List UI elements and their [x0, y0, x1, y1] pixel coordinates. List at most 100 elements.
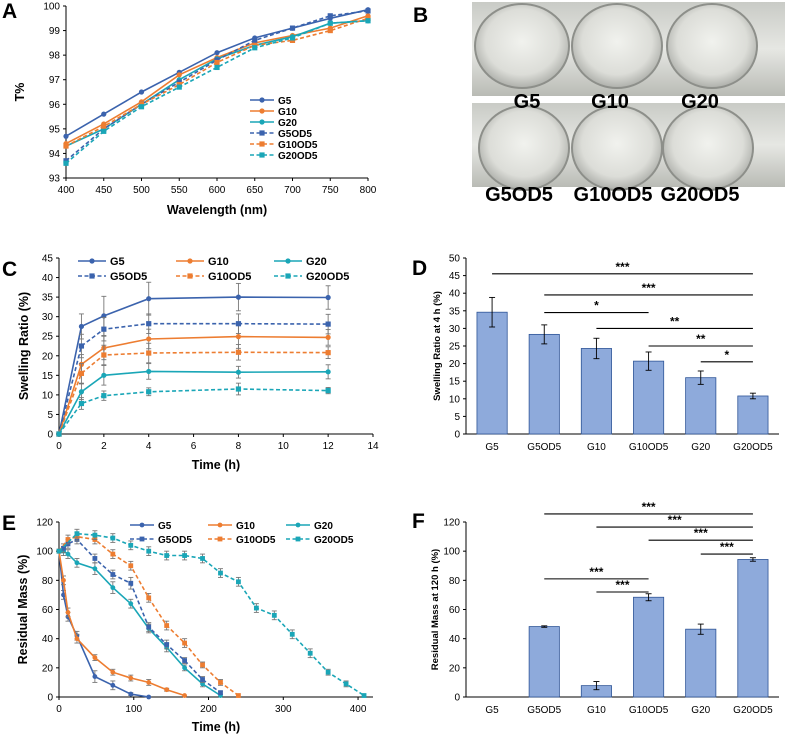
legend-marker-g10 [217, 522, 223, 528]
data-point [236, 579, 241, 585]
y-tick-label: 35 [42, 293, 54, 304]
y-axis-title: T% [13, 83, 27, 102]
series-line-g20 [59, 550, 221, 697]
significance-label: *** [694, 526, 708, 540]
data-point [128, 563, 134, 569]
x-tick-label: 750 [322, 185, 339, 196]
legend-marker-g20od5 [285, 273, 291, 279]
x-tick-label: 200 [200, 704, 217, 715]
data-point [176, 84, 182, 90]
legend-marker-g20od5 [259, 152, 265, 158]
x-tick-label: 12 [323, 441, 335, 452]
data-point [56, 431, 62, 437]
series-g5 [56, 548, 152, 700]
x-axis-title: Wavelength (nm) [167, 203, 267, 217]
y-tick-label: 35 [449, 306, 461, 317]
category-label-g10: G10 [587, 705, 606, 716]
series-g5od5 [56, 313, 331, 437]
y-tick-label: 20 [42, 663, 54, 674]
data-point [92, 556, 98, 561]
data-point [101, 352, 107, 358]
y-tick-label: 15 [449, 377, 461, 388]
y-tick-label: 60 [449, 605, 461, 616]
data-point [101, 326, 107, 332]
data-point [182, 640, 187, 646]
y-tick-label: 80 [42, 576, 54, 587]
chart-d-swelling-bars: 0 5 10 15 20 25 30 35 40 45 50 Swelling Ratio at 4 … [432, 254, 779, 453]
significance-label: *** [615, 260, 629, 274]
y-tick-label: 0 [47, 430, 53, 441]
data-point [128, 691, 134, 697]
data-point [252, 45, 258, 51]
data-point [146, 595, 152, 601]
data-point [235, 369, 242, 375]
y-tick-label: 0 [454, 430, 460, 441]
category-label-g5od5: G5OD5 [527, 442, 561, 453]
y-tick-label: 10 [42, 390, 54, 401]
data-point [63, 160, 69, 166]
data-point [56, 548, 62, 554]
y-tick-label: 120 [443, 518, 460, 529]
series-line-g10od5 [65, 17, 369, 147]
x-tick-label: 100 [125, 704, 142, 715]
data-point [128, 675, 134, 681]
data-point [235, 334, 242, 340]
series-line-g10 [58, 335, 329, 435]
x-tick-label: 400 [350, 704, 367, 715]
y-tick-label: 45 [42, 254, 54, 265]
legend: G5 G10 G20 G5OD5 G10OD5 G20OD5 [78, 256, 349, 283]
y-tick-label: 15 [42, 371, 54, 382]
data-point [236, 693, 241, 698]
data-point [110, 669, 116, 675]
legend-marker-g5od5 [89, 273, 95, 279]
legend-marker-g20 [259, 119, 265, 125]
legend-label-g10: G10 [236, 521, 255, 532]
series-g20od5 [56, 528, 367, 698]
legend-label-g5od5: G5OD5 [278, 129, 312, 140]
data-point [146, 548, 152, 554]
y-tick-label: 94 [49, 149, 61, 160]
data-point [327, 20, 333, 26]
bar-g5od5 [528, 626, 560, 698]
data-point [74, 560, 80, 566]
x-tick-label: 400 [58, 185, 75, 196]
category-label-g5od5: G5OD5 [527, 705, 561, 716]
x-tick-label: 6 [191, 441, 197, 452]
y-tick-label: 40 [42, 273, 54, 284]
data-point [101, 128, 107, 134]
panel-letter-e: E [2, 512, 16, 535]
legend-marker-g10od5 [259, 141, 265, 147]
legend-marker-g5 [139, 522, 145, 528]
x-tick-label: 450 [95, 185, 112, 196]
data-point [289, 35, 296, 41]
series-g5 [63, 7, 371, 139]
series-g20 [56, 363, 331, 437]
legend-marker-g5 [259, 97, 265, 103]
data-point [307, 650, 313, 656]
series-line-g5 [58, 296, 329, 435]
significance-label: *** [642, 281, 656, 295]
data-point [61, 545, 66, 551]
legend-label-g10od5: G10OD5 [208, 271, 251, 283]
data-point [146, 296, 152, 302]
category-label-g20od5: G20OD5 [733, 705, 773, 716]
data-point [343, 681, 349, 687]
data-point [78, 389, 85, 395]
data-point [146, 694, 152, 700]
y-tick-label: 100 [443, 547, 460, 558]
series-line-g20od5 [65, 19, 369, 164]
legend-label-g10: G10 [208, 256, 229, 268]
data-point [289, 25, 296, 31]
chart-c-swelling: 0 5 10 15 20 25 30 35 40 45 0 2 4 6 8 10 12 14 Swelling Ra… [17, 254, 379, 473]
chart-f-residual-bars: 0 20 40 60 80 100 120 Residual Mass at 120 h (%… [430, 500, 779, 716]
data-point [214, 50, 220, 56]
y-tick-label: 95 [49, 124, 61, 135]
data-point [146, 389, 152, 395]
series-line-g20od5 [58, 388, 329, 435]
significance-label: * [594, 299, 599, 313]
data-point [200, 662, 205, 668]
x-tick-label: 600 [209, 185, 226, 196]
significance-label: *** [720, 540, 734, 554]
data-point [146, 680, 152, 685]
legend-label-g20od5: G20OD5 [306, 271, 349, 283]
